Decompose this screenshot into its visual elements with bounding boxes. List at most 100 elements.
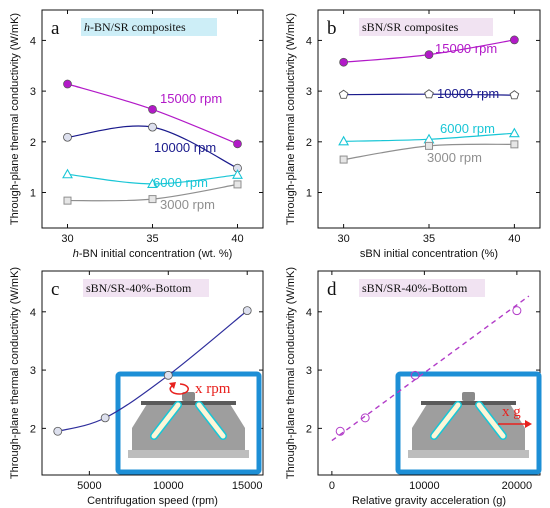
- sample-tube-left-fill: [431, 402, 461, 439]
- x-tick-label: 5000: [77, 480, 101, 492]
- panel-title-background: [359, 279, 485, 297]
- centrifuge-body: [132, 404, 245, 450]
- y-axis-label: Through-plane thermal conductivity (W/mK…: [9, 13, 21, 225]
- centrifuge-base: [128, 450, 249, 458]
- gravity-arrow-head: [525, 420, 532, 428]
- panel-title: sBN/SR composites: [362, 20, 459, 34]
- data-point: [424, 50, 434, 59]
- series-label: 10000 rpm: [437, 86, 499, 101]
- x-tick-label: 10000: [153, 480, 184, 492]
- data-point: [338, 135, 350, 146]
- panel-a: 30 35 40 1 2 3 4 h-BN initial concentration (wt…: [9, 9, 264, 260]
- centrifuge-inset: x rpm: [115, 371, 262, 475]
- y-tick-label: 4: [306, 307, 312, 319]
- data-point: [163, 370, 173, 380]
- x-tick-label: 40: [231, 233, 243, 245]
- x-tick-label: 35: [146, 233, 158, 245]
- data-point: [63, 79, 72, 89]
- panel-letter: c: [51, 279, 59, 300]
- data-point: [148, 122, 157, 132]
- data-point: [63, 132, 72, 142]
- data-point: [510, 140, 519, 149]
- rotation-arrow-head: [169, 382, 176, 389]
- rotation-arrow: [169, 383, 189, 395]
- y-tick-label: 3: [30, 365, 36, 377]
- data-point: [338, 89, 349, 99]
- panel-title: sBN/SR-40%-Bottom: [86, 281, 192, 295]
- x-tick-label: 35: [423, 233, 435, 245]
- data-point: [100, 413, 110, 423]
- y-tick-label: 4: [306, 35, 312, 47]
- data-point: [508, 127, 520, 138]
- y-tick-label: 1: [306, 188, 312, 200]
- y-axis-label: Through-plane thermal conductivity (W/mK…: [9, 267, 21, 479]
- y-tick-label: 2: [30, 423, 36, 435]
- x-tick-label: 10000: [409, 480, 440, 492]
- data-point: [148, 195, 157, 204]
- series-label: 15000 rpm: [435, 41, 497, 56]
- x-tick-label: 20000: [502, 480, 533, 492]
- y-tick-label: 2: [306, 137, 312, 149]
- series-label: 3000 rpm: [427, 150, 482, 165]
- x-axis-label: Centrifugation speed (rpm): [87, 495, 218, 507]
- x-axis-label: h-BN initial concentration (wt. %): [73, 248, 233, 260]
- centrifuge-rotor: [421, 401, 516, 405]
- x-axis-label: sBN initial concentration (%): [360, 248, 498, 260]
- data-point: [242, 306, 252, 316]
- panel-letter: b: [327, 18, 337, 39]
- y-tick-label: 4: [30, 307, 36, 319]
- data-point: [410, 370, 420, 380]
- series-label: 6000 rpm: [153, 175, 208, 190]
- centrifuge-spindle: [462, 392, 475, 401]
- x-tick-label: 30: [337, 233, 349, 245]
- panel-c: 5000 10000 15000 2 3 4 Centrifugation speed (r…: [9, 267, 264, 507]
- series-label: 15000 rpm: [160, 91, 222, 106]
- plot-frame: [41, 270, 264, 476]
- data-point: [509, 90, 520, 100]
- centrifuge-base: [408, 450, 529, 458]
- series-label: 3000 rpm: [160, 197, 215, 212]
- centrifuge-inset: x g: [395, 371, 542, 475]
- panel-b: 30 35 40 1 2 3 4 sBN initial concentration (%) T…: [285, 9, 541, 260]
- sample-tube-right-fill: [196, 402, 226, 439]
- y-axis-label: Through-plane thermal conductivity (W/mK…: [285, 13, 297, 225]
- data-point: [232, 169, 243, 179]
- series-label: 10000 rpm: [154, 140, 216, 155]
- panel-d: 0 10000 20000 2 3 4 Relative gravity accelerat…: [285, 267, 542, 507]
- sample-tube-right-fill: [476, 402, 506, 439]
- data-point: [233, 139, 242, 149]
- data-point: [63, 196, 72, 205]
- y-tick-label: 4: [30, 35, 36, 47]
- panel-letter: d: [327, 279, 337, 300]
- panel-title: sBN/SR-40%-Bottom: [362, 281, 468, 295]
- data-point: [62, 168, 73, 179]
- panel-title-background: [81, 18, 217, 36]
- panel-title-background: [83, 279, 209, 297]
- y-tick-label: 2: [306, 423, 312, 435]
- x-tick-label: 30: [61, 233, 73, 245]
- x-tick-label: 40: [508, 233, 520, 245]
- y-tick-label: 3: [30, 86, 36, 98]
- panel-title-background: [359, 18, 493, 36]
- data-point: [425, 141, 433, 150]
- data-point: [510, 35, 519, 45]
- data-point: [53, 426, 63, 436]
- data-point: [339, 57, 348, 67]
- plot-frame: [317, 9, 541, 229]
- y-tick-label: 3: [306, 365, 312, 377]
- x-tick-label: 0: [329, 480, 335, 492]
- y-tick-label: 1: [30, 188, 36, 200]
- data-point: [512, 306, 522, 316]
- x-tick-label: 15000: [232, 480, 263, 492]
- data-point: [335, 426, 345, 436]
- centrifuge-body: [412, 404, 525, 450]
- y-axis-label: Through-plane thermal conductivity (W/mK…: [285, 267, 297, 479]
- data-point: [339, 155, 348, 164]
- data-point: [424, 89, 434, 99]
- inset-label: x rpm: [195, 381, 231, 397]
- panel-title: h-BN/SR composites: [84, 20, 186, 34]
- data-point: [148, 105, 157, 114]
- sample-tube-left-fill: [151, 402, 181, 439]
- fit-curve: [57, 310, 248, 432]
